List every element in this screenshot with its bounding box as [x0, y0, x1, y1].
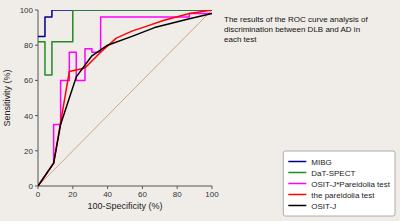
- legend-label: the pareidolia test: [311, 191, 375, 200]
- y-tick: [35, 150, 38, 151]
- chart: 0 20 40 60 80 100 0 20 40 60 80 100 100-Specificity …: [0, 0, 400, 221]
- legend-swatch: [288, 194, 306, 196]
- x-axis-label: 100-Specificity (%): [87, 201, 162, 211]
- legend-box: [283, 151, 395, 216]
- x-tick-label: 100: [205, 190, 219, 199]
- x-tick: [212, 186, 213, 189]
- reference-line: [38, 10, 212, 186]
- legend: MIBG DaT-SPECT OSIT-J*Pareidolia test the p…: [283, 151, 395, 216]
- y-tick: [35, 45, 38, 46]
- legend-swatch: [288, 205, 306, 207]
- y-tick-label: 80: [24, 41, 33, 50]
- x-tick: [142, 186, 143, 189]
- series-line: [38, 10, 212, 186]
- legend-swatch: [288, 161, 306, 163]
- legend-label: OSIT-J*Pareidolia test: [311, 180, 390, 189]
- y-tick-label: 0: [29, 182, 34, 191]
- axes: 0 20 40 60 80 100 0 20 40 60 80 100: [20, 6, 220, 199]
- x-tick: [107, 186, 108, 189]
- series-line: [38, 14, 212, 186]
- x-tick: [72, 186, 73, 189]
- title: The results of the ROC curve analysis of…: [224, 15, 368, 44]
- x-tick: [177, 186, 178, 189]
- legend-swatch: [288, 172, 306, 174]
- y-tick-label: 100: [20, 6, 34, 15]
- legend-label: OSIT-J: [311, 202, 336, 211]
- plot-area: [38, 10, 212, 186]
- x-tick-label: 80: [173, 190, 182, 199]
- x-tick-label: 0: [36, 190, 41, 199]
- x-tick-label: 20: [68, 190, 77, 199]
- legend-label: DaT-SPECT: [311, 169, 355, 178]
- y-tick-label: 40: [24, 112, 33, 121]
- y-tick: [35, 80, 38, 81]
- legend-swatch: [288, 183, 306, 185]
- y-tick: [35, 186, 38, 187]
- legend-label: MIBG: [311, 158, 331, 167]
- y-axis-label: Sensitivity (%): [2, 69, 12, 126]
- x-tick-label: 60: [138, 190, 147, 199]
- background: [0, 0, 400, 221]
- y-tick-label: 60: [24, 76, 33, 85]
- y-tick-label: 20: [24, 147, 33, 156]
- y-tick: [35, 10, 38, 11]
- y-tick: [35, 115, 38, 116]
- x-axis-line: [38, 186, 212, 187]
- x-tick-label: 40: [103, 190, 112, 199]
